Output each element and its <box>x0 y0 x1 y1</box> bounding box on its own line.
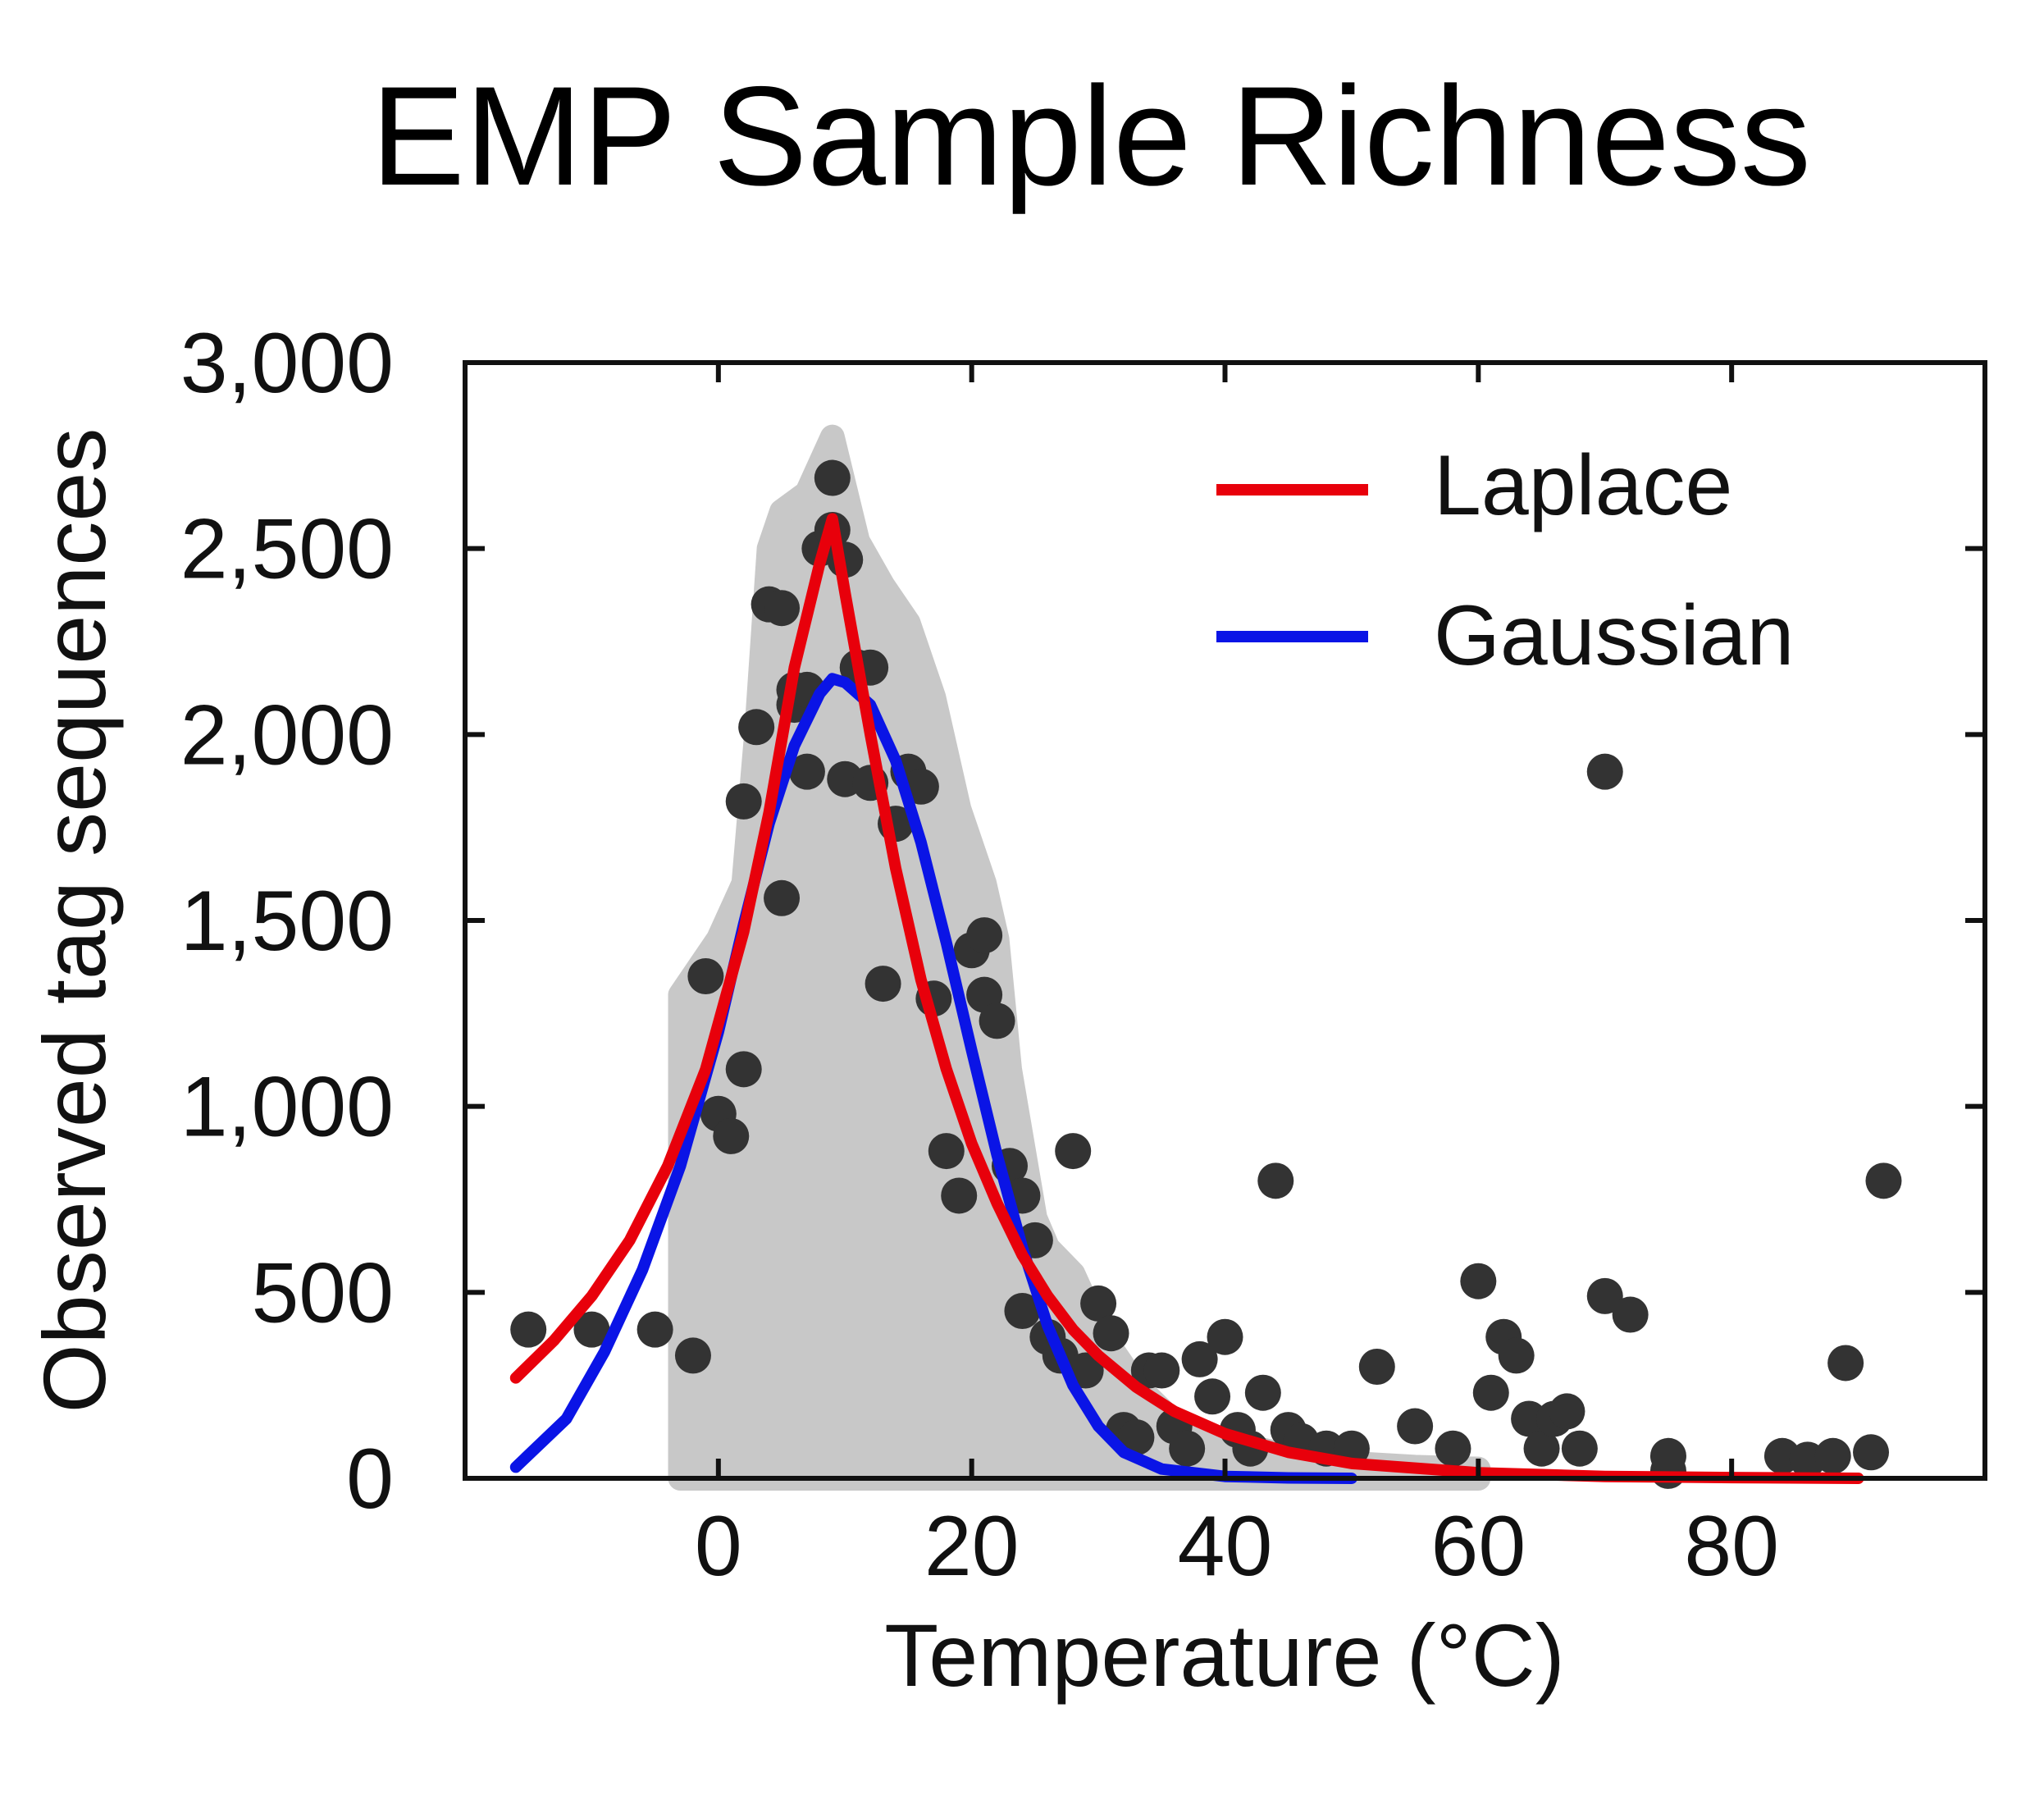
y-axis-label: Observed tag sequences <box>25 428 124 1414</box>
scatter-point <box>1080 1285 1117 1322</box>
scatter-point <box>1865 1162 1902 1199</box>
x-tick-label: 20 <box>924 1499 1020 1594</box>
scatter-point <box>1472 1374 1509 1411</box>
scatter-point <box>1827 1345 1864 1382</box>
scatter-point <box>764 879 801 916</box>
scatter-point <box>814 459 851 496</box>
scatter-point <box>1181 1340 1218 1377</box>
scatter-point <box>510 1311 547 1348</box>
y-tick-label: 2,500 <box>180 502 394 597</box>
axis-ticks-layer: 0 20 40 60 80 0 500 1,000 1,500 2,000 2,500 3,000 <box>180 316 1985 1594</box>
x-axis-label: Temperature (°C) <box>884 1605 1564 1705</box>
scatter-point <box>713 1117 750 1154</box>
scatter-point <box>1460 1263 1497 1299</box>
all-samples-envelope <box>668 424 1491 1491</box>
scatter-point <box>674 1337 711 1374</box>
scatter-point <box>687 958 724 994</box>
scatter-point <box>725 1051 762 1088</box>
scatter-point <box>573 1311 610 1348</box>
scatter-point <box>738 709 775 746</box>
scatter-point <box>636 1311 673 1348</box>
scatter-point <box>1118 1419 1155 1456</box>
scatter-point <box>1244 1374 1281 1411</box>
scatter-point <box>788 753 825 790</box>
chart-legend: Laplace Gaussian <box>1216 438 1794 683</box>
fit-lines-layer <box>509 513 1864 1484</box>
legend-label-laplace: Laplace <box>1434 438 1732 533</box>
scatter-point <box>1358 1349 1395 1385</box>
legend-label-gaussian: Gaussian <box>1434 588 1794 683</box>
x-tick-label: 0 <box>695 1499 742 1594</box>
scatter-point <box>1093 1315 1129 1352</box>
scatter-point <box>1194 1378 1231 1415</box>
scatter-point <box>1586 753 1623 790</box>
scatter-point <box>1498 1337 1535 1374</box>
x-tick-label: 40 <box>1178 1499 1273 1594</box>
scatter-point <box>1435 1430 1471 1467</box>
scatter-point <box>1004 1293 1041 1329</box>
y-tick-label: 1,000 <box>180 1060 394 1155</box>
scatter-point <box>1814 1437 1851 1474</box>
x-tick-label: 80 <box>1684 1499 1779 1594</box>
scatter-point <box>1561 1430 1598 1467</box>
scatter-point <box>1549 1393 1585 1430</box>
gaussian-fit-line <box>509 673 1357 1484</box>
y-tick-label: 3,000 <box>180 316 394 411</box>
scatter-point <box>1853 1434 1890 1471</box>
scatter-point <box>1257 1162 1294 1199</box>
scatter-point <box>1169 1430 1206 1467</box>
scatter-point <box>1397 1408 1434 1445</box>
scatter-point <box>1055 1133 1092 1170</box>
scatter-point <box>928 1133 965 1170</box>
y-tick-label: 500 <box>251 1245 394 1340</box>
chart-title: EMP Sample Richness <box>371 57 1811 215</box>
y-tick-label: 0 <box>346 1432 394 1527</box>
laplace-fit-line <box>509 513 1864 1484</box>
y-tick-label: 1,500 <box>180 874 394 969</box>
scatter-point <box>1586 1277 1623 1314</box>
x-tick-label: 60 <box>1430 1499 1526 1594</box>
scatter-point <box>725 783 762 820</box>
y-tick-label: 2,000 <box>180 687 394 783</box>
all-samples-fill-layer <box>668 424 1491 1491</box>
scatter-point <box>1523 1430 1560 1467</box>
scatter-point <box>865 966 901 1002</box>
scatter-point <box>1612 1296 1649 1333</box>
scatter-point <box>1143 1352 1180 1389</box>
scatter-point <box>1511 1400 1548 1437</box>
scatter-point <box>966 917 1003 954</box>
scatter-point <box>1207 1318 1243 1355</box>
scatter-point <box>979 1002 1015 1039</box>
scatter-point <box>1649 1437 1686 1474</box>
scatter-point <box>941 1177 978 1214</box>
scatter-point <box>764 590 801 627</box>
